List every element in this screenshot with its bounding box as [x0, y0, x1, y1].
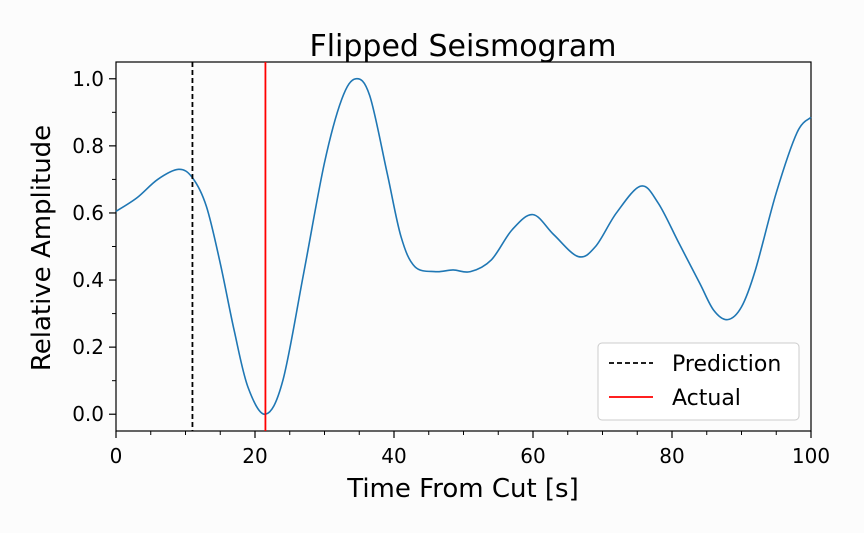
y-tick-label: 1.0	[72, 67, 104, 91]
legend-prediction-label: Prediction	[672, 352, 781, 377]
x-tick-label: 60	[520, 444, 545, 468]
seismogram-line	[115, 77, 812, 416]
legend-actual-label: Actual	[672, 386, 741, 411]
x-tick-label: 100	[792, 444, 830, 468]
x-tick-label: 80	[659, 444, 684, 468]
y-axis-label: Relative Amplitude	[27, 125, 57, 371]
x-axis-label: Time From Cut [s]	[346, 474, 579, 504]
series-layer	[115, 77, 812, 416]
chart-title: Flipped Seismogram	[309, 29, 616, 64]
y-tick-label: 0.0	[72, 402, 104, 426]
x-tick-label: 20	[242, 444, 267, 468]
y-tick-label: 0.2	[72, 335, 104, 359]
y-tick-label: 0.6	[72, 201, 104, 225]
y-tick-label: 0.8	[72, 134, 104, 158]
x-tick-label: 40	[381, 444, 406, 468]
axis-ticks: 0 20 40 60 80 100 0.0 0.2 0.4 0.6 0.8 1.0	[72, 67, 830, 468]
y-tick-label: 0.4	[72, 268, 104, 292]
legend: Prediction Actual	[597, 342, 800, 421]
x-tick-label: 0	[110, 444, 123, 468]
legend-box	[597, 342, 800, 421]
vline-layer	[191, 62, 267, 431]
